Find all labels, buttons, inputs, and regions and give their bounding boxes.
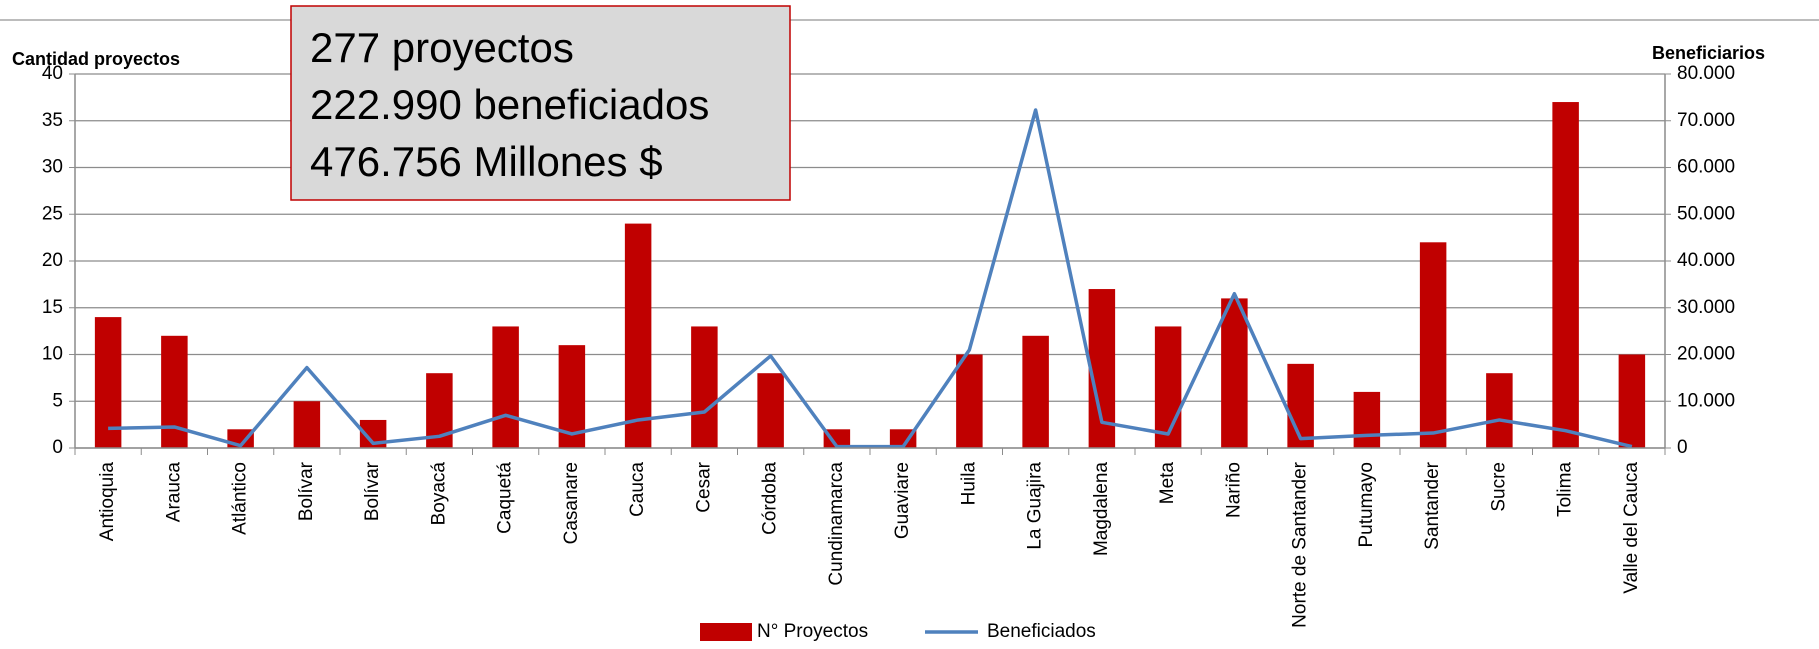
x-tick-label: Cundinamarca: [826, 462, 847, 586]
x-tick-label: Cesar: [693, 461, 714, 512]
y-tick-label: 30: [42, 157, 63, 178]
y2-tick-label: 40.000: [1677, 250, 1735, 271]
x-tick-label: Norte de Santander: [1290, 461, 1311, 628]
annotation-line: 222.990 beneficiados: [310, 81, 709, 128]
bar: [1221, 298, 1248, 448]
legend-swatch: [700, 623, 752, 641]
bar: [1022, 335, 1049, 448]
bar: [956, 354, 983, 448]
x-tick-label: Casanare: [561, 462, 582, 544]
x-tick-label: Bolívar: [362, 461, 383, 521]
x-tick-label: La Guajira: [1025, 462, 1046, 550]
x-tick-label: Córdoba: [760, 462, 781, 535]
x-tick-label: Meta: [1157, 462, 1178, 505]
y2-tick-label: 80.000: [1677, 63, 1735, 84]
bar: [94, 317, 122, 448]
legend-label: N° Proyectos: [757, 621, 868, 642]
bar: [1287, 363, 1314, 448]
y2-tick-label: 30.000: [1677, 297, 1735, 318]
y-tick-label: 5: [52, 390, 63, 411]
legend-label: Beneficiados: [987, 621, 1096, 642]
x-tick-label: Valle del Cauca: [1621, 462, 1642, 594]
x-tick-label: Putumayo: [1356, 462, 1377, 548]
x-tick-label: Boyacá: [428, 462, 449, 526]
x-tick-label: Sucre: [1488, 462, 1509, 512]
x-tick-label: Bolívar: [296, 461, 317, 521]
y2-tick-label: 50.000: [1677, 203, 1735, 224]
y2-tick-label: 60.000: [1677, 157, 1735, 178]
y-tick-label: 10: [42, 344, 63, 365]
bar: [823, 429, 851, 448]
bar: [757, 373, 784, 448]
y2-tick-label: 10.000: [1677, 390, 1735, 411]
bar: [1419, 242, 1447, 448]
bar: [1618, 354, 1646, 448]
annotation-box: [290, 5, 791, 201]
x-tick-label: Caquetá: [495, 462, 516, 534]
line: [108, 108, 1633, 449]
x-tick-label: Arauca: [163, 462, 184, 523]
y-tick-label: 15: [42, 297, 63, 318]
x-tick-label: Nariño: [1223, 462, 1244, 518]
y-tick-label: 20: [42, 250, 63, 271]
y2-tick-label: 70.000: [1677, 110, 1735, 131]
bar: [1154, 326, 1182, 448]
y-tick-label: 0: [52, 437, 63, 458]
y-tick-label: 35: [42, 110, 63, 131]
annotation-line: 476.756 Millones $: [310, 138, 663, 185]
y-axis-title: Cantidad proyectos: [12, 49, 180, 69]
x-tick-label: Guaviare: [892, 462, 913, 539]
x-tick-label: Atlántico: [230, 462, 251, 535]
x-tick-label: Cauca: [627, 462, 648, 517]
y-tick-label: 25: [42, 203, 63, 224]
y2-tick-label: 0: [1677, 437, 1688, 458]
bar: [492, 326, 519, 448]
y2-tick-label: 20.000: [1677, 344, 1735, 365]
x-tick-label: Santander: [1422, 461, 1443, 549]
x-tick-label: Huila: [958, 462, 979, 506]
bar: [624, 223, 652, 448]
bar: [1552, 102, 1579, 449]
bar: [691, 326, 718, 448]
x-tick-label: Magdalena: [1091, 462, 1112, 556]
bar: [1486, 373, 1513, 448]
bar: [293, 401, 321, 448]
y-tick-label: 40: [42, 63, 63, 84]
x-tick-label: Tolima: [1555, 462, 1576, 517]
bar: [1353, 391, 1381, 448]
y2-axis-title: Beneficiarios: [1652, 43, 1765, 63]
x-tick-label: Antioquia: [97, 462, 118, 542]
annotation-line: 277 proyectos: [310, 24, 574, 71]
